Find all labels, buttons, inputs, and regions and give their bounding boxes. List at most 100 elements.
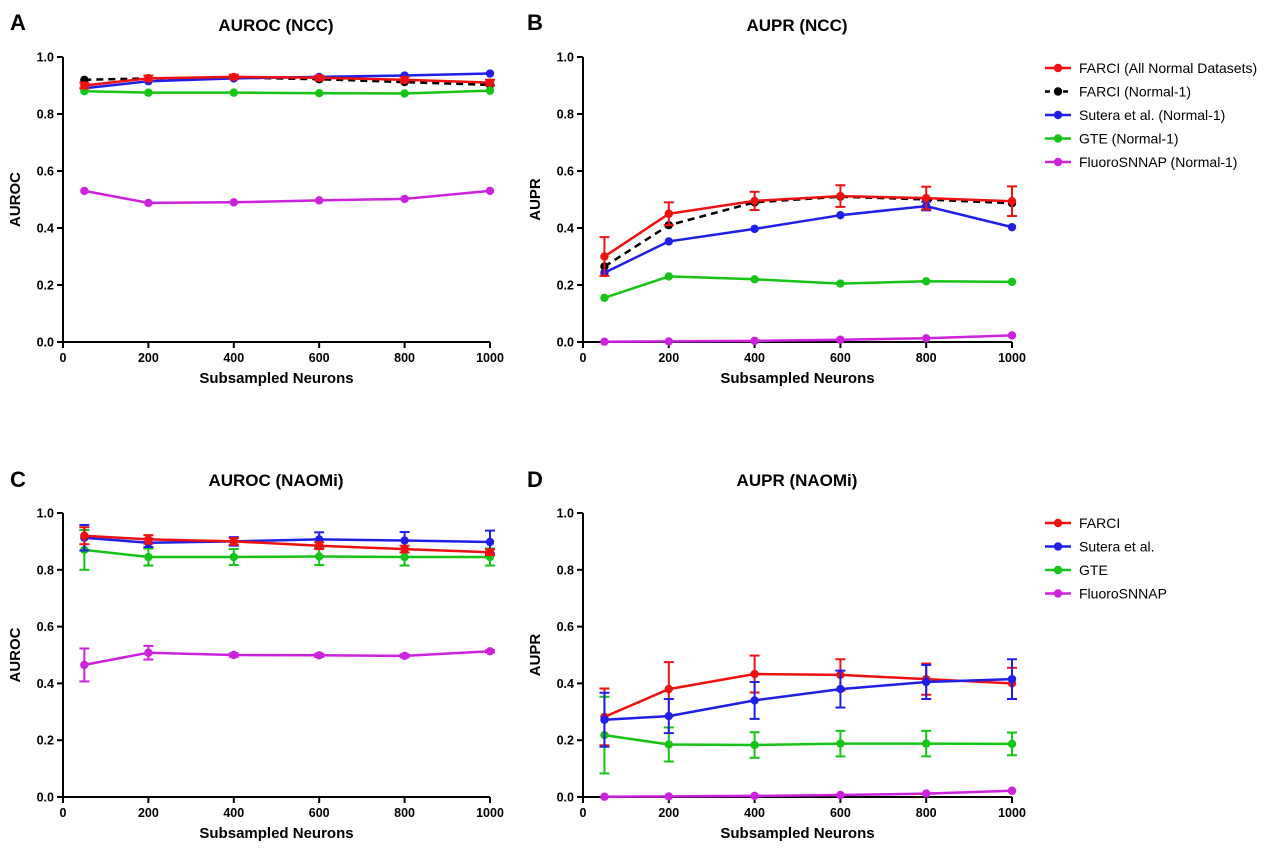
series-farci-normal-1: [600, 192, 1017, 271]
data-point: [836, 191, 845, 201]
data-point: [922, 739, 931, 748]
x-tick-label: 1000: [476, 351, 504, 365]
legend-label: FluoroSNNAP (Normal-1): [1079, 154, 1237, 170]
series-farci: [79, 526, 495, 557]
x-tick-label: 1000: [476, 806, 504, 820]
x-tick-label: 0: [60, 351, 67, 365]
data-point: [315, 651, 324, 660]
data-point: [315, 88, 324, 98]
series-gte-normal-1: [600, 272, 1017, 303]
data-point: [485, 86, 495, 95]
chart-title: AUPR (NCC): [746, 16, 847, 35]
data-point: [664, 711, 673, 721]
y-axis-label: AUPR: [527, 178, 544, 221]
data-point: [600, 337, 609, 346]
chart-panel-b: B AUPR (NCC) 0.0 0.2 0.4 0.6 0.8 1.0 0 200 400 600 8…: [527, 10, 1257, 387]
y-axis-label: AUPR: [527, 634, 544, 677]
x-tick-label: 0: [580, 806, 587, 820]
x-tick-label: 0: [580, 351, 587, 365]
data-point: [80, 81, 89, 90]
data-point: [315, 552, 324, 561]
chart-panel-d: D AUPR (NAOMi) 0.0 0.2 0.4 0.6 0.8 1.0 0 200 400 60…: [527, 467, 1167, 842]
data-point: [1007, 786, 1017, 795]
data-point: [229, 198, 238, 207]
data-point: [1007, 197, 1017, 206]
data-point: [600, 252, 609, 261]
data-point: [144, 88, 153, 97]
data-point: [485, 537, 495, 547]
x-tick-label: 600: [830, 351, 851, 365]
x-tick-label: 200: [658, 351, 679, 365]
legend-swatch-marker: [1053, 63, 1063, 73]
series-line: [604, 677, 1013, 722]
data-point: [750, 791, 759, 801]
data-point: [485, 78, 495, 87]
data-point: [315, 196, 324, 205]
y-tick-label: 0.0: [557, 336, 574, 350]
series-sutera-et-al-normal-1: [600, 200, 1017, 277]
y-tick-label: 0.8: [37, 108, 54, 122]
y-axis-label: AUROC: [7, 627, 24, 682]
x-tick-label: 600: [309, 351, 330, 365]
data-point: [922, 334, 931, 343]
series-line: [604, 275, 1013, 299]
x-axis-label: Subsampled Neurons: [720, 370, 874, 387]
data-point: [229, 537, 238, 546]
y-tick-label: 1.0: [557, 507, 574, 521]
y-tick-label: 0.4: [37, 222, 54, 236]
legend-swatch-marker: [1053, 87, 1063, 96]
data-point: [400, 194, 409, 204]
data-point: [400, 536, 409, 545]
series-line: [84, 548, 490, 559]
legend-label: Sutera et al.: [1079, 539, 1155, 555]
data-point: [664, 684, 673, 694]
data-point: [315, 541, 324, 550]
data-point: [836, 335, 845, 344]
data-point: [80, 531, 89, 540]
legend-swatch-marker: [1053, 565, 1063, 575]
series-gte-normal-1: [80, 86, 495, 98]
legend-swatch-marker: [1053, 134, 1063, 143]
y-tick-label: 0.2: [557, 734, 574, 748]
x-tick-label: 800: [394, 806, 415, 820]
data-point: [836, 739, 845, 748]
data-point: [750, 669, 759, 679]
data-point: [664, 740, 673, 749]
data-point: [600, 293, 609, 303]
y-tick-label: 0.4: [37, 677, 54, 691]
series-sutera-et-al: [599, 658, 1017, 748]
x-tick-label: 600: [309, 806, 330, 820]
series-fluorosnnap: [600, 786, 1017, 801]
legend-label: FARCI: [1079, 515, 1120, 531]
data-point: [664, 337, 673, 346]
series-farci-all-normal-datasets: [599, 184, 1017, 277]
series-line: [603, 195, 1013, 268]
data-point: [400, 89, 409, 98]
x-tick-label: 600: [830, 806, 851, 820]
series-gte: [599, 695, 1017, 775]
y-tick-label: 0.6: [557, 620, 574, 634]
legend-label: GTE: [1079, 562, 1108, 578]
y-tick-label: 0.2: [37, 279, 54, 293]
panel-letter: A: [10, 10, 26, 35]
x-tick-label: 1000: [998, 351, 1026, 365]
data-point: [750, 336, 759, 346]
legend-label: Sutera et al. (Normal-1): [1079, 107, 1225, 123]
data-point: [80, 660, 89, 670]
data-point: [485, 186, 495, 196]
x-tick-label: 200: [658, 806, 679, 820]
legend-swatch-marker: [1053, 518, 1063, 528]
series-line: [84, 650, 491, 667]
series-line: [603, 204, 1013, 274]
data-point: [400, 552, 409, 562]
y-tick-label: 0.4: [557, 222, 574, 236]
data-point: [1007, 222, 1017, 232]
y-axis-label: AUROC: [7, 172, 24, 227]
series-line: [84, 89, 491, 95]
series-line: [84, 534, 491, 554]
data-point: [144, 535, 153, 544]
x-tick-label: 400: [223, 806, 244, 820]
data-point: [922, 193, 931, 203]
x-axis-label: Subsampled Neurons: [199, 825, 353, 842]
data-point: [1007, 331, 1017, 340]
